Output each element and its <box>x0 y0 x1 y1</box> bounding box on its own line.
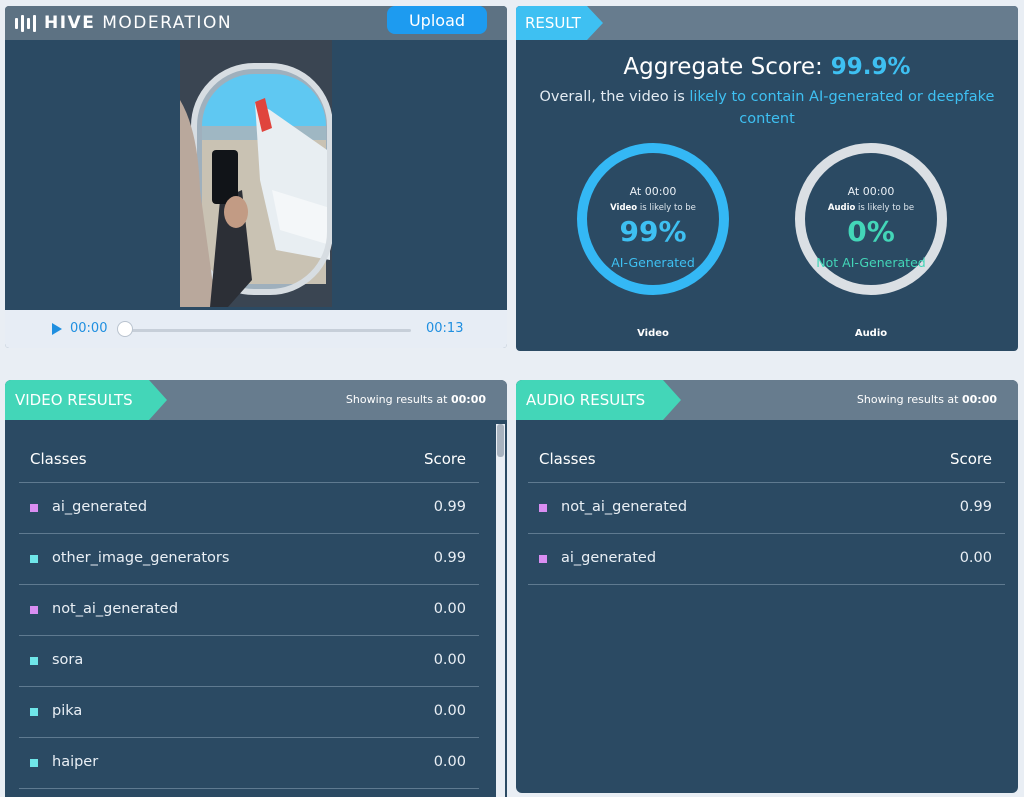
class-color-swatch <box>539 504 547 512</box>
video-results-scrollbar[interactable] <box>496 424 505 797</box>
video-results-showing: Showing results at 00:00 <box>345 393 486 406</box>
current-time: 00:00 <box>70 321 108 336</box>
audio-results-showing: Showing results at 00:00 <box>856 393 997 406</box>
video-ring-percent: 99% <box>619 215 687 248</box>
table-row: other_image_generators 0.99 <box>19 534 479 585</box>
result-tag: RESULT <box>516 6 603 40</box>
classes-column-header: Classes <box>539 450 596 468</box>
classes-column-header: Classes <box>30 450 87 468</box>
result-panel: RESULT Aggregate Score: 99.9% Overall, th… <box>516 6 1018 351</box>
class-name: not_ai_generated <box>52 601 179 617</box>
video-ring-caption: Video <box>637 328 669 339</box>
duration-time: 00:13 <box>426 321 464 336</box>
table-header: Classes Score <box>528 437 1005 483</box>
score-column-header: Score <box>949 450 992 468</box>
class-color-swatch <box>30 759 38 767</box>
table-row: ai_generated 0.99 <box>19 483 479 534</box>
class-color-swatch <box>30 657 38 665</box>
class-name: pika <box>52 703 83 719</box>
class-color-swatch <box>30 504 38 512</box>
table-row: sora 0.00 <box>19 636 479 687</box>
upload-button[interactable]: Upload <box>387 6 487 34</box>
class-score: 0.99 <box>433 499 466 515</box>
audio-ring-percent: 0% <box>847 215 895 248</box>
video-results-panel: VIDEO RESULTS Showing results at 00:00 C… <box>5 380 507 797</box>
class-score: 0.00 <box>433 601 466 617</box>
table-row: not_ai_generated 0.99 <box>528 483 1005 534</box>
table-row: ai_generated 0.00 <box>528 534 1005 585</box>
video-panel: HIVE MODERATION Upload 00:00 00:13 <box>5 6 507 348</box>
audio-ring-verdict: Not AI-Generated <box>816 255 926 270</box>
class-score: 0.00 <box>959 550 992 566</box>
seek-bar[interactable] <box>123 329 411 332</box>
table-row: haiper 0.00 <box>19 738 479 789</box>
audio-results-tag: AUDIO RESULTS <box>516 380 681 420</box>
score-column-header: Score <box>423 450 466 468</box>
video-results-table: Classes Score ai_generated 0.99 other_imag… <box>19 437 479 789</box>
scrollbar-thumb[interactable] <box>497 424 504 457</box>
class-name: ai_generated <box>52 499 148 515</box>
table-row: not_ai_generated 0.00 <box>19 585 479 636</box>
class-name: haiper <box>52 754 99 770</box>
audio-results-panel: AUDIO RESULTS Showing results at 00:00 C… <box>516 380 1018 793</box>
audio-ring-caption: Audio <box>854 328 888 339</box>
class-color-swatch <box>30 606 38 614</box>
video-ring-verdict: AI-Generated <box>611 255 695 270</box>
class-score: 0.00 <box>433 652 466 668</box>
video-ring-time: At 00:00 <box>629 185 677 198</box>
video-ring-likely: Video is likely to be <box>610 203 696 213</box>
class-color-swatch <box>30 555 38 563</box>
class-score: 0.99 <box>433 550 466 566</box>
class-color-swatch <box>30 708 38 716</box>
class-name: other_image_generators <box>52 550 230 566</box>
class-score: 0.99 <box>959 499 992 515</box>
class-score: 0.00 <box>433 703 466 719</box>
class-name: sora <box>52 652 84 668</box>
class-score: 0.00 <box>433 754 466 770</box>
audio-ring-likely: Audio is likely to be <box>827 203 915 213</box>
video-results-tag: VIDEO RESULTS <box>5 380 167 420</box>
aggregate-score-label: Aggregate Score: <box>623 54 823 80</box>
overall-summary: Overall, the video is likely to contain … <box>539 89 995 127</box>
audio-results-header: AUDIO RESULTS Showing results at 00:00 <box>516 380 1018 420</box>
class-name: ai_generated <box>561 550 657 566</box>
video-panel-header: HIVE MODERATION Upload <box>5 6 507 40</box>
hive-logo-text: HIVE MODERATION <box>44 13 233 33</box>
overall-highlight: likely to contain AI-generated or deepfa… <box>689 89 995 127</box>
table-header: Classes Score <box>19 437 479 483</box>
audio-score-ring: At 00:00 Audio is likely to be 0% Not AI… <box>795 143 947 295</box>
hive-logo-icon <box>15 14 36 32</box>
class-name: not_ai_generated <box>561 499 688 515</box>
table-row: pika 0.00 <box>19 687 479 738</box>
play-icon[interactable] <box>52 323 62 335</box>
class-color-swatch <box>539 555 547 563</box>
hive-logo: HIVE MODERATION <box>15 10 232 36</box>
video-score-ring: At 00:00 Video is likely to be 99% AI-Ge… <box>577 143 729 295</box>
audio-ring-time: At 00:00 <box>847 185 895 198</box>
airplane-window-image <box>180 40 332 307</box>
video-player-controls: 00:00 00:13 <box>5 310 507 348</box>
aggregate-score: Aggregate Score: 99.9% <box>516 54 1018 80</box>
audio-results-table: Classes Score not_ai_generated 0.99 ai_gen… <box>528 437 1005 585</box>
video-results-header: VIDEO RESULTS Showing results at 00:00 <box>5 380 507 420</box>
seek-handle[interactable] <box>117 321 133 337</box>
result-panel-header: RESULT <box>516 6 1018 40</box>
aggregate-score-value: 99.9% <box>830 54 911 80</box>
video-preview[interactable] <box>180 40 332 307</box>
